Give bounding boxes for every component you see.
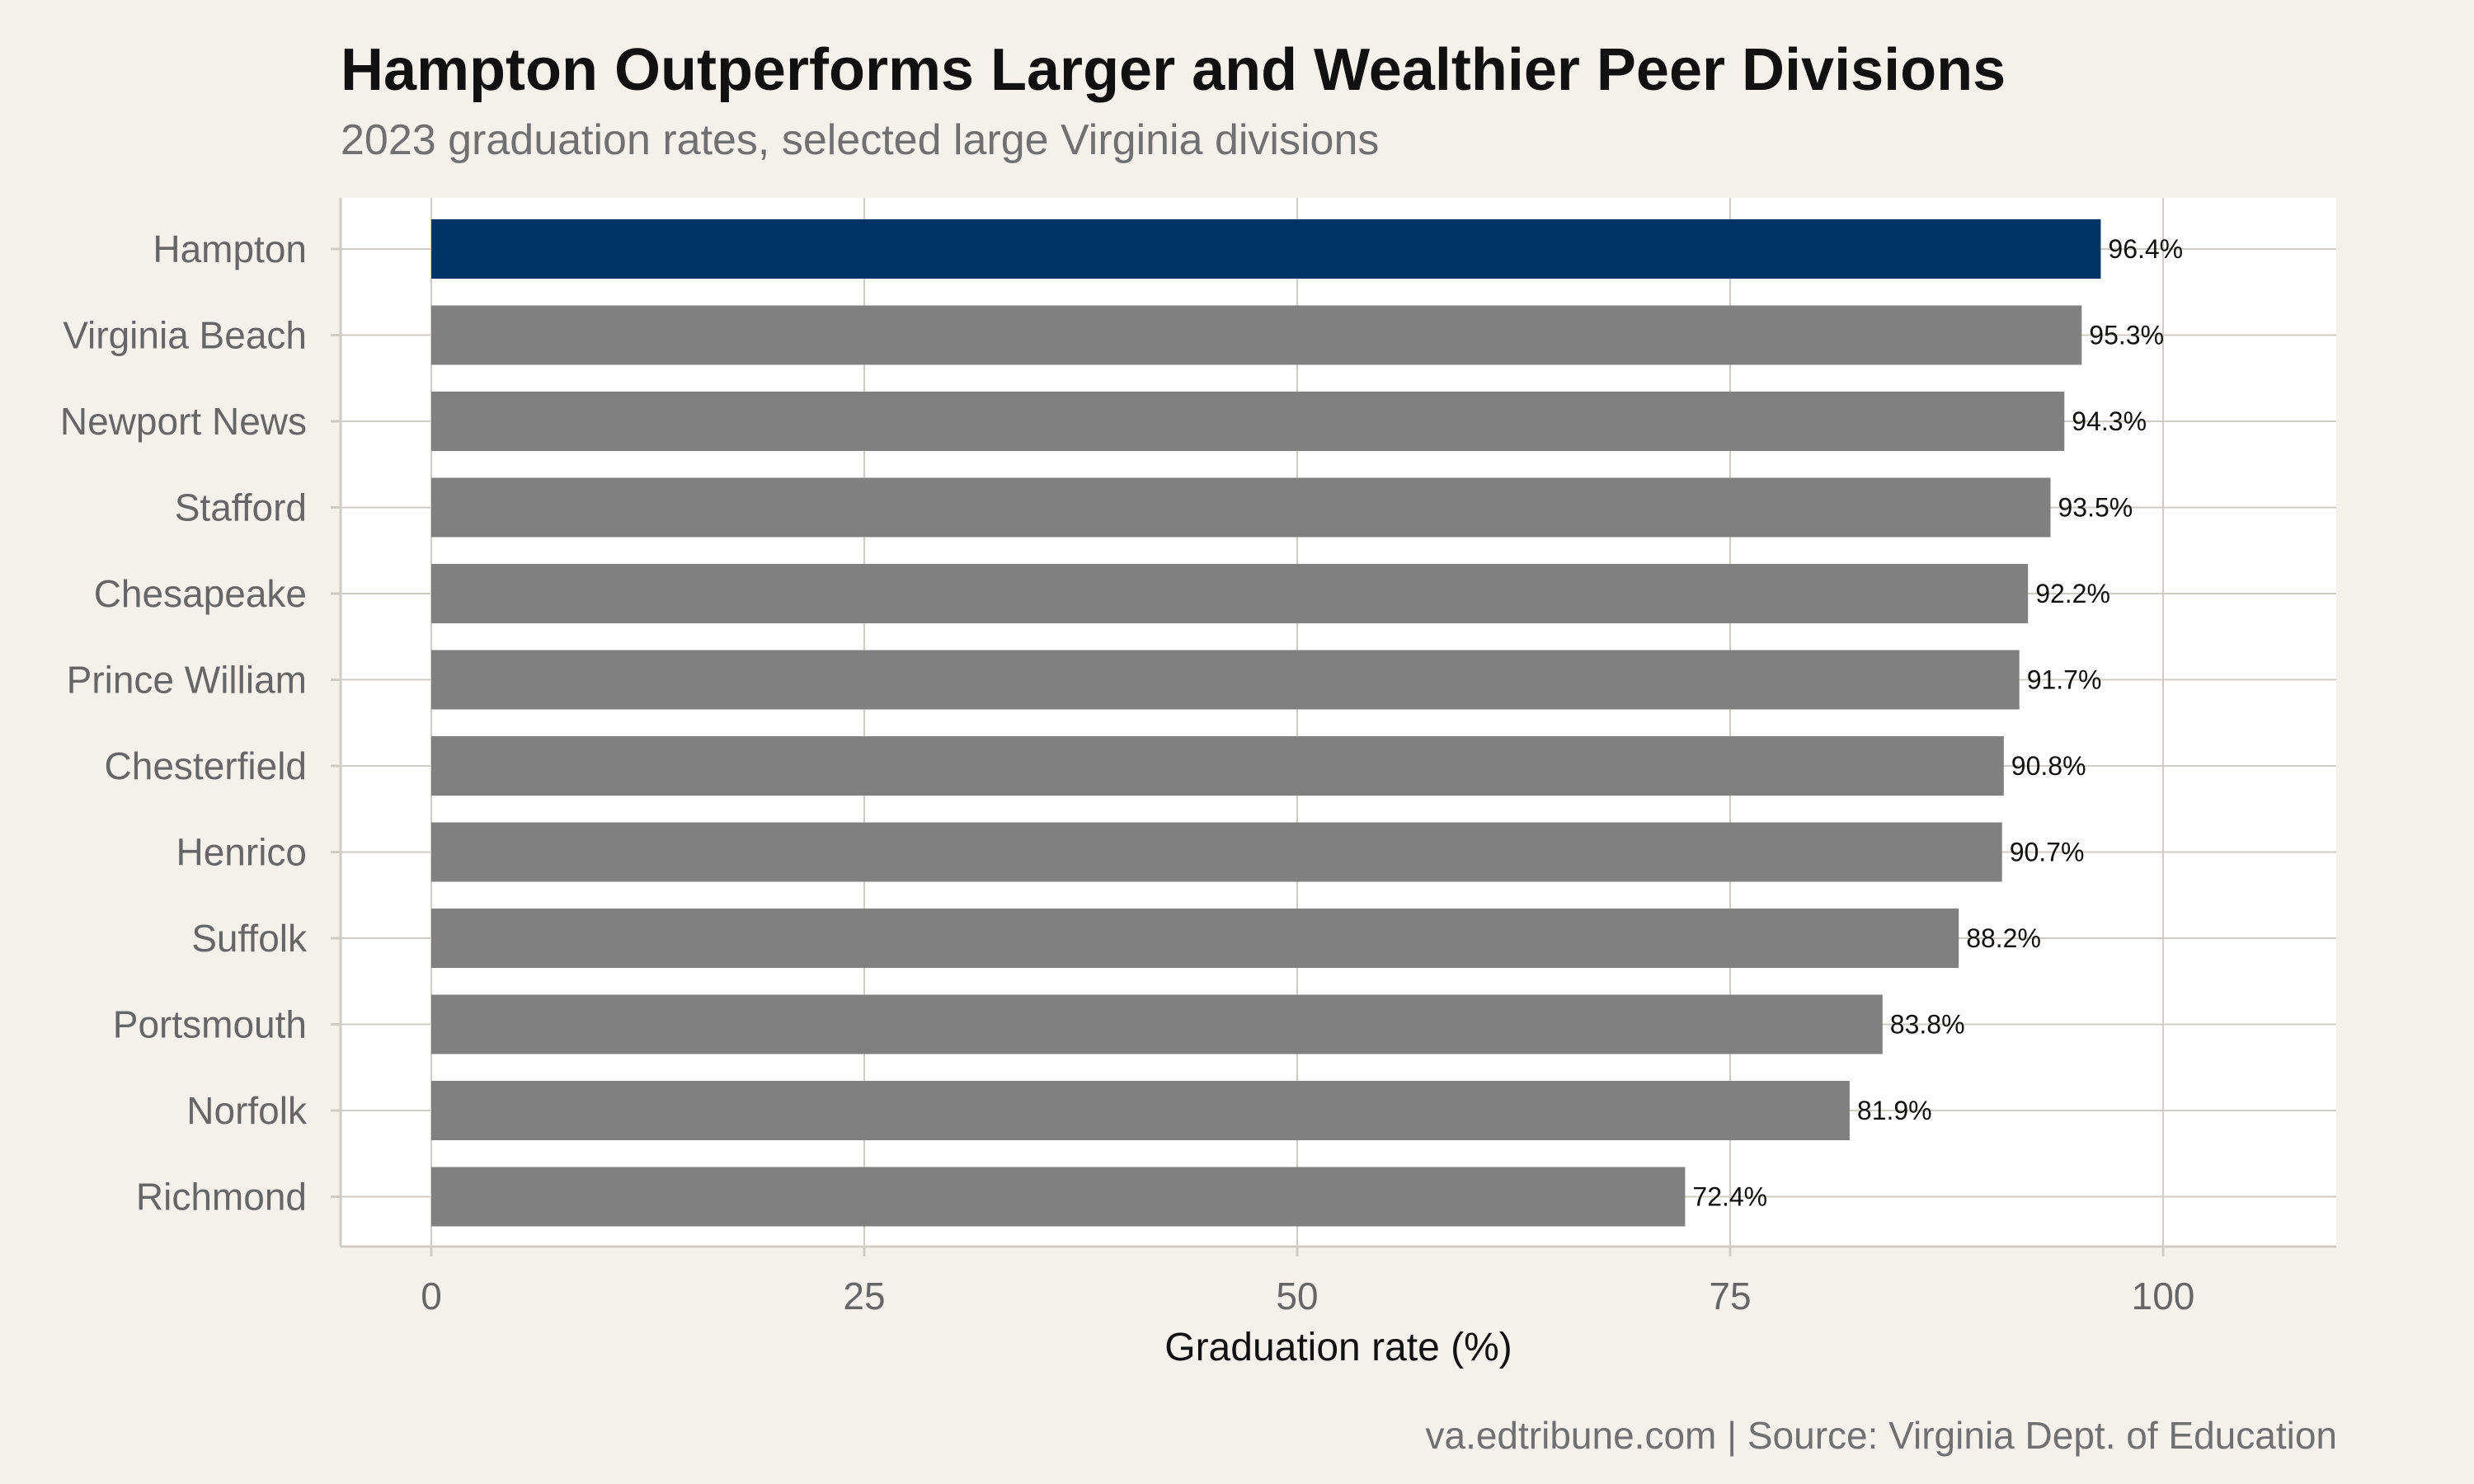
bar-virginia-beach [431,305,2082,365]
value-label: 90.7% [2010,838,2085,867]
bar-portsmouth [431,994,1883,1054]
category-label: Prince William [67,659,307,702]
x-tick-labels: 0 25 50 75 100 [421,1275,2194,1317]
bars [431,219,2101,1227]
x-tick-label: 50 [1276,1275,1318,1317]
bar-newport-news [431,392,2065,451]
value-label: 92.2% [2035,579,2110,608]
value-label: 88.2% [1966,923,2041,953]
bar-suffolk [431,909,1959,968]
x-axis-title: Graduation rate (%) [1164,1326,1512,1369]
chart-caption: va.edtribune.com | Source: Virginia Dept… [1425,1414,2337,1457]
x-tick-label: 0 [421,1275,442,1317]
value-label: 95.3% [2089,321,2164,350]
value-label: 96.4% [2108,234,2183,264]
category-label: Chesapeake [94,572,307,615]
category-label: Suffolk [191,917,308,960]
category-label: Henrico [176,831,307,874]
value-labels: 96.4% 95.3% 94.3% 93.5% 92.2% 91.7% 90.8% 90.7%… [1692,234,2183,1212]
value-label: 93.5% [2058,493,2133,523]
bar-chesapeake [431,564,2029,623]
bar-stafford [431,477,2051,538]
plot-panel [341,198,2336,1247]
x-tick-label: 25 [843,1275,885,1317]
category-label: Chesterfield [105,744,307,787]
value-label: 83.8% [1890,1010,1965,1040]
value-label: 91.7% [2027,665,2102,695]
bar-richmond [431,1167,1686,1227]
category-label: Hampton [153,228,307,270]
category-label: Portsmouth [113,1003,307,1046]
category-label: Newport News [60,400,307,443]
chart-subtitle: 2023 graduation rates, selected large Vi… [341,116,1380,164]
bar-henrico [431,822,2002,882]
value-label: 81.9% [1857,1096,1932,1125]
chart-title: Hampton Outperforms Larger and Wealthier… [341,37,2006,103]
bar-hampton [431,219,2101,279]
bar-chesterfield [431,736,2004,796]
category-label: Virginia Beach [63,314,307,357]
bar-prince-william [431,650,2020,710]
category-label: Stafford [175,486,307,529]
value-label: 90.8% [2011,751,2086,781]
category-labels: Hampton Virginia Beach Newport News Staffor… [60,228,308,1219]
value-label: 72.4% [1692,1182,1767,1212]
bar-norfolk [431,1081,1850,1140]
category-label: Richmond [136,1176,307,1219]
x-tick-label: 100 [2132,1275,2195,1317]
x-tick-label: 75 [1709,1275,1751,1317]
category-label: Norfolk [186,1089,308,1132]
value-label: 94.3% [2072,406,2147,436]
